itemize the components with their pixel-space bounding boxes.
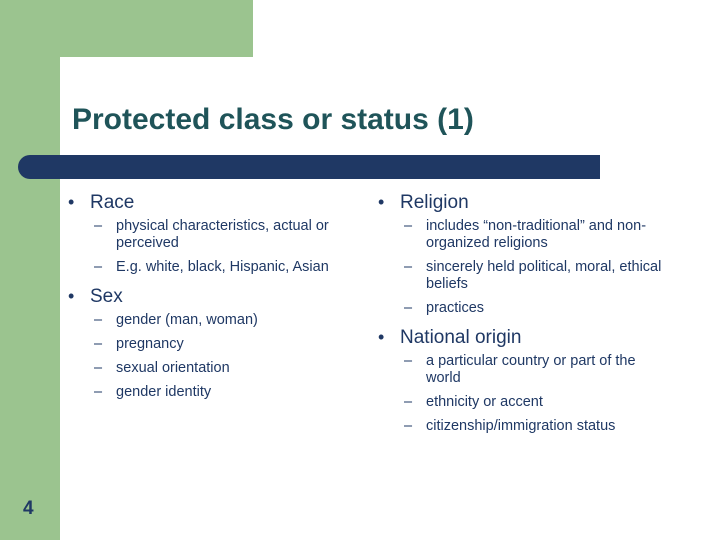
- sub-list-item: citizenship/immigration status: [400, 418, 672, 435]
- sub-bullet-list: includes “non-traditional” and non-organ…: [400, 218, 672, 317]
- sub-list-item: physical characteristics, actual or perc…: [90, 218, 362, 252]
- title-underline-bar: [18, 155, 600, 179]
- sub-bullet-list: a particular country or part of the worl…: [400, 353, 672, 435]
- bullet-list-left: Race physical characteristics, actual or…: [62, 190, 362, 401]
- bullet-label: Sex: [90, 284, 362, 310]
- sub-list-item: gender (man, woman): [90, 312, 362, 329]
- top-green-block: [0, 0, 253, 57]
- list-item: Sex gender (man, woman) pregnancy sexual…: [62, 284, 362, 401]
- sub-list-item: E.g. white, black, Hispanic, Asian: [90, 259, 362, 276]
- bullet-column-left: Race physical characteristics, actual or…: [62, 190, 362, 409]
- sub-list-item: ethnicity or accent: [400, 394, 672, 411]
- bullet-list-right: Religion includes “non-traditional” and …: [372, 190, 672, 435]
- bullet-label: Religion: [400, 190, 672, 216]
- page-title: Protected class or status (1): [72, 103, 474, 136]
- sub-list-item: sexual orientation: [90, 360, 362, 377]
- sub-list-item: gender identity: [90, 384, 362, 401]
- sub-list-item: includes “non-traditional” and non-organ…: [400, 218, 672, 252]
- list-item: National origin a particular country or …: [372, 325, 672, 435]
- sub-list-item: pregnancy: [90, 336, 362, 353]
- page-number: 4: [23, 498, 34, 519]
- list-item: Religion includes “non-traditional” and …: [372, 190, 672, 317]
- sub-bullet-list: gender (man, woman) pregnancy sexual ori…: [90, 312, 362, 401]
- bullet-label: Race: [90, 190, 362, 216]
- sub-list-item: practices: [400, 300, 672, 317]
- bullet-label: National origin: [400, 325, 672, 351]
- bullet-column-right: Religion includes “non-traditional” and …: [372, 190, 672, 443]
- left-green-band: [0, 0, 60, 540]
- sub-bullet-list: physical characteristics, actual or perc…: [90, 218, 362, 276]
- list-item: Race physical characteristics, actual or…: [62, 190, 362, 276]
- sub-list-item: sincerely held political, moral, ethical…: [400, 259, 672, 293]
- sub-list-item: a particular country or part of the worl…: [400, 353, 672, 387]
